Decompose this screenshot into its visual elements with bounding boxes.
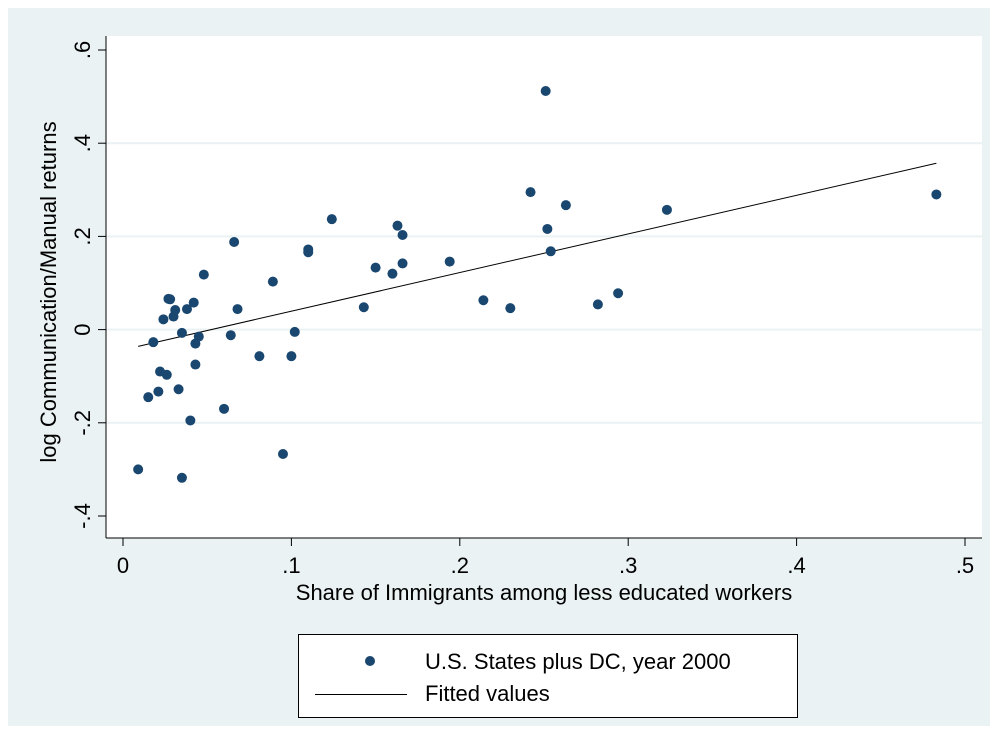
x-tick-label: .4: [787, 553, 805, 578]
data-point: [133, 464, 143, 474]
data-point: [148, 337, 158, 347]
data-point: [174, 384, 184, 394]
data-point: [162, 370, 172, 380]
plot-area: [106, 36, 982, 538]
x-tick-label: .3: [619, 553, 637, 578]
y-tick-label: .2: [70, 227, 95, 245]
data-point: [189, 298, 199, 308]
data-point: [194, 332, 204, 342]
data-point: [286, 351, 296, 361]
data-point: [371, 263, 381, 273]
data-point: [233, 304, 243, 314]
x-tick-label: .1: [282, 553, 300, 578]
data-point: [541, 86, 551, 96]
legend-label-scatter: U.S. States plus DC, year 2000: [425, 649, 731, 675]
data-point: [165, 294, 175, 304]
legend-marker-line: [315, 694, 407, 695]
x-ticks: 0 .1 .2 .3 .4 .5: [117, 538, 974, 578]
data-point: [158, 314, 168, 324]
data-point: [226, 330, 236, 340]
data-point: [219, 404, 229, 414]
x-tick-label: .2: [451, 553, 469, 578]
data-point: [542, 224, 552, 234]
legend: U.S. States plus DC, year 2000 Fitted va…: [298, 634, 798, 718]
data-point: [505, 303, 515, 313]
data-point: [561, 200, 571, 210]
data-point: [931, 189, 941, 199]
data-point: [398, 230, 408, 240]
data-point: [445, 257, 455, 267]
data-point: [303, 247, 313, 257]
data-point: [613, 288, 623, 298]
y-tick-label: .6: [70, 41, 95, 59]
data-point: [170, 305, 180, 315]
legend-item-fitted: Fitted values: [299, 681, 797, 711]
chart-background: -.4 -.2 0 .2 .4 .6 0 .1 .2 .3 .4 .5 Share of Immig…: [8, 8, 990, 726]
data-point: [392, 221, 402, 231]
legend-label-fitted: Fitted values: [425, 681, 550, 707]
data-point: [268, 277, 278, 287]
data-point: [177, 473, 187, 483]
data-point: [290, 327, 300, 337]
data-point: [387, 269, 397, 279]
x-tick-label: 0: [117, 553, 129, 578]
data-point: [229, 237, 239, 247]
y-tick-label: -.4: [70, 503, 95, 529]
data-point: [478, 295, 488, 305]
data-point: [190, 360, 200, 370]
data-point: [199, 270, 209, 280]
data-point: [398, 258, 408, 268]
legend-item-scatter: U.S. States plus DC, year 2000: [299, 649, 797, 679]
data-point: [662, 205, 672, 215]
x-axis-label: Share of Immigrants among less educated …: [296, 580, 792, 605]
legend-marker-dot: [365, 656, 375, 666]
data-point: [177, 328, 187, 338]
data-point: [185, 415, 195, 425]
data-point: [546, 246, 556, 256]
data-point: [526, 187, 536, 197]
data-point: [327, 214, 337, 224]
y-axis-label: log Communication/Manual returns: [36, 121, 61, 462]
y-tick-label: 0: [70, 323, 95, 335]
data-point: [143, 392, 153, 402]
data-point: [153, 387, 163, 397]
y-tick-label: -.2: [70, 410, 95, 436]
data-point: [593, 299, 603, 309]
y-tick-label: .4: [70, 134, 95, 152]
scatter-chart: -.4 -.2 0 .2 .4 .6 0 .1 .2 .3 .4 .5 Share of Immig…: [8, 8, 990, 726]
data-point: [254, 351, 264, 361]
y-ticks: -.4 -.2 0 .2 .4 .6: [70, 41, 106, 529]
data-point: [359, 302, 369, 312]
x-tick-label: .5: [956, 553, 974, 578]
data-point: [278, 449, 288, 459]
